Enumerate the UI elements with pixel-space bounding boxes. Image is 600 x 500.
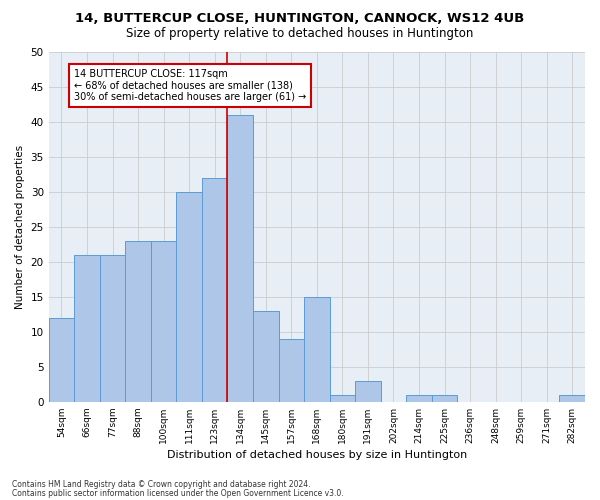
Bar [125, 240, 151, 402]
Bar [432, 395, 457, 402]
Bar [304, 296, 329, 402]
X-axis label: Distribution of detached houses by size in Huntington: Distribution of detached houses by size … [167, 450, 467, 460]
Bar [406, 395, 432, 402]
Bar [355, 381, 380, 402]
Text: 14, BUTTERCUP CLOSE, HUNTINGTON, CANNOCK, WS12 4UB: 14, BUTTERCUP CLOSE, HUNTINGTON, CANNOCK… [76, 12, 524, 26]
Bar [559, 395, 585, 402]
Bar [227, 114, 253, 402]
Text: 14 BUTTERCUP CLOSE: 117sqm
← 68% of detached houses are smaller (138)
30% of sem: 14 BUTTERCUP CLOSE: 117sqm ← 68% of deta… [74, 69, 307, 102]
Bar [100, 254, 125, 402]
Bar [49, 318, 74, 402]
Bar [151, 240, 176, 402]
Bar [278, 339, 304, 402]
Y-axis label: Number of detached properties: Number of detached properties [15, 144, 25, 308]
Bar [253, 310, 278, 402]
Text: Size of property relative to detached houses in Huntington: Size of property relative to detached ho… [127, 28, 473, 40]
Bar [202, 178, 227, 402]
Text: Contains public sector information licensed under the Open Government Licence v3: Contains public sector information licen… [12, 489, 344, 498]
Bar [329, 395, 355, 402]
Bar [176, 192, 202, 402]
Text: Contains HM Land Registry data © Crown copyright and database right 2024.: Contains HM Land Registry data © Crown c… [12, 480, 311, 489]
Bar [74, 254, 100, 402]
